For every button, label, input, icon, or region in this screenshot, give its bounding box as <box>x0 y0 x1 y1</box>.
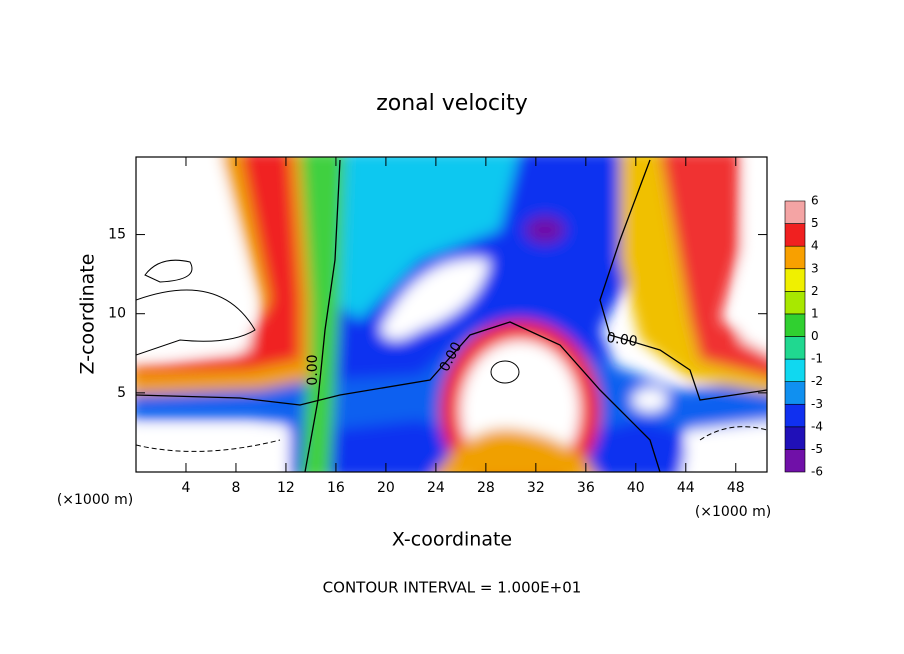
x-tick-label: 24 <box>427 480 445 496</box>
colorbar-band <box>784 336 806 360</box>
colorbar-label: -2 <box>811 374 823 388</box>
contour-label: 0.00 <box>305 354 321 385</box>
x-tick-label: 32 <box>527 480 545 496</box>
colorbar-band <box>784 403 806 428</box>
x-tick-label: 40 <box>627 480 645 496</box>
chart-title: zonal velocity <box>376 91 528 116</box>
x-tick-label: 44 <box>677 480 695 496</box>
y-tick-label: 15 <box>108 227 126 243</box>
colorbar-band <box>784 381 806 405</box>
colorbar-band <box>784 291 806 315</box>
colorbar-band <box>784 313 806 337</box>
colorbar-band <box>784 426 806 450</box>
colorbar-label: 3 <box>811 261 819 275</box>
y-axis-label: Z-coordinate <box>77 254 99 375</box>
y-tick-label: 10 <box>108 306 126 322</box>
x-tick-label: 12 <box>277 480 295 496</box>
colorbar-label: 6 <box>811 194 819 208</box>
x-tick-label: 16 <box>327 480 345 496</box>
colorbar-label: -4 <box>811 419 823 433</box>
colorbar-label: -5 <box>811 442 823 456</box>
colorbar-label: 0 <box>811 329 819 343</box>
colorbar-band <box>784 245 806 270</box>
x-unit-label: (×1000 m) <box>57 492 133 508</box>
colorbar-band <box>784 200 806 224</box>
colorbar-label: 5 <box>811 216 819 230</box>
x-tick-label: 4 <box>182 480 191 496</box>
colorbar-label: -6 <box>811 465 823 479</box>
colorbar-band <box>784 358 806 382</box>
colorbar-label: 4 <box>811 239 819 253</box>
colorbar-label: -1 <box>811 352 823 366</box>
contour-field <box>136 157 767 472</box>
x-axis-label: X-coordinate <box>392 529 512 551</box>
colorbar-label: -3 <box>811 397 823 411</box>
footer-note: CONTOUR INTERVAL = 1.000E+01 <box>323 579 582 597</box>
colorbar-label: 1 <box>811 306 819 320</box>
colorbar-band <box>784 223 806 247</box>
x-tick-label: 28 <box>477 480 495 496</box>
x-tick-label: 36 <box>577 480 595 496</box>
plot-frame <box>135 156 768 473</box>
contour-label: 0.00 <box>605 330 638 350</box>
x-unit-label: (×1000 m) <box>695 504 771 520</box>
x-tick-label: 48 <box>727 480 745 496</box>
colorbar-band <box>784 268 806 292</box>
x-tick-label: 8 <box>231 480 240 496</box>
colorbar-label: 2 <box>811 284 819 298</box>
x-tick-label: 20 <box>377 480 395 496</box>
y-tick-label: 5 <box>117 385 126 401</box>
colorbar-band <box>784 449 806 473</box>
